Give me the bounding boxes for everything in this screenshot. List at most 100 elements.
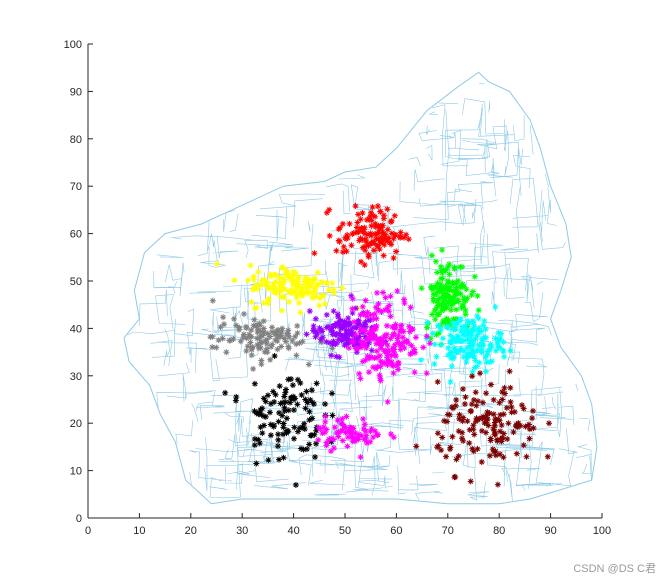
data-point	[272, 391, 279, 398]
data-point	[294, 322, 301, 329]
data-point	[258, 361, 265, 368]
data-point	[437, 326, 444, 333]
data-point	[276, 383, 283, 390]
data-point	[366, 213, 373, 220]
data-point	[322, 401, 329, 408]
data-point	[309, 289, 316, 296]
data-point	[372, 220, 379, 227]
data-point	[413, 443, 420, 450]
data-point	[369, 331, 376, 338]
data-point	[399, 334, 406, 341]
data-point	[391, 341, 398, 348]
data-point	[496, 451, 503, 458]
data-point	[274, 443, 281, 450]
data-point	[436, 295, 443, 302]
x-tick-label: 70	[442, 525, 454, 537]
data-point	[479, 427, 486, 434]
data-point	[320, 424, 327, 431]
data-point	[475, 307, 482, 314]
data-point	[360, 342, 367, 349]
data-point	[328, 352, 335, 359]
data-point	[340, 321, 347, 328]
data-point	[494, 481, 501, 488]
data-point	[277, 293, 284, 300]
data-point	[462, 394, 469, 401]
data-point	[306, 280, 313, 287]
data-point	[388, 230, 395, 237]
data-point	[318, 328, 325, 335]
data-point	[384, 342, 391, 349]
data-point	[505, 420, 512, 427]
data-point	[485, 422, 492, 429]
data-point	[262, 398, 269, 405]
data-point	[439, 246, 446, 253]
data-point	[483, 412, 490, 419]
data-point	[487, 343, 494, 350]
data-point	[374, 363, 381, 370]
data-point	[349, 231, 356, 238]
data-point	[346, 220, 353, 227]
data-point	[272, 285, 279, 292]
data-point	[513, 450, 520, 457]
data-point	[391, 350, 398, 357]
data-point	[471, 431, 478, 438]
data-point	[343, 413, 350, 420]
data-point	[372, 213, 379, 220]
data-point	[389, 323, 396, 330]
data-point	[262, 281, 269, 288]
data-point	[455, 298, 462, 305]
data-point	[285, 407, 292, 414]
data-point	[253, 304, 260, 311]
data-point	[390, 254, 397, 261]
data-point	[316, 325, 323, 332]
data-point	[453, 284, 460, 291]
data-point	[226, 337, 233, 344]
data-point	[349, 310, 356, 317]
data-point	[468, 291, 475, 298]
data-point	[481, 419, 488, 426]
data-point	[304, 283, 311, 290]
data-point	[380, 212, 387, 219]
data-point	[293, 352, 300, 359]
data-point	[362, 297, 369, 304]
data-point	[310, 294, 317, 301]
data-point	[344, 335, 351, 342]
data-point	[289, 382, 296, 389]
data-point	[313, 427, 320, 434]
data-point	[476, 370, 483, 377]
data-point	[446, 411, 453, 418]
data-point	[378, 238, 385, 245]
data-point	[290, 280, 297, 287]
data-point	[481, 317, 488, 324]
data-point	[326, 339, 333, 346]
data-point	[368, 217, 375, 224]
data-point	[468, 401, 475, 408]
data-point	[472, 364, 479, 371]
data-point	[345, 315, 352, 322]
data-point	[344, 443, 351, 450]
data-point	[371, 231, 378, 238]
data-point	[453, 280, 460, 287]
data-point	[339, 415, 346, 422]
data-point	[462, 307, 469, 314]
data-point	[237, 338, 244, 345]
data-point	[388, 217, 395, 224]
data-point	[379, 359, 386, 366]
data-point	[350, 338, 357, 345]
data-point	[381, 234, 388, 241]
data-point	[251, 316, 258, 323]
data-point	[379, 235, 386, 242]
data-point	[254, 286, 261, 293]
data-point	[387, 293, 394, 300]
data-point	[268, 343, 275, 350]
data-point	[382, 348, 389, 355]
data-point	[452, 402, 459, 409]
x-tick-label: 80	[493, 525, 505, 537]
data-point	[392, 353, 399, 360]
data-point	[440, 266, 447, 273]
data-point	[378, 345, 385, 352]
data-point	[261, 329, 268, 336]
data-point	[491, 431, 498, 438]
data-point	[386, 302, 393, 309]
data-point	[394, 288, 401, 295]
